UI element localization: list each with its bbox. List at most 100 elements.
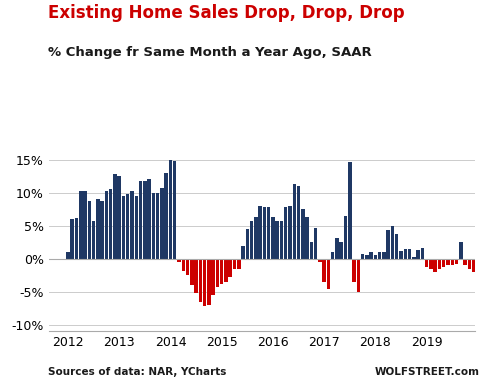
Bar (143, 181, 146, 259)
Bar (202, 259, 206, 306)
Bar (284, 207, 287, 259)
Bar (467, 259, 470, 269)
Bar (458, 242, 462, 259)
Bar (386, 231, 389, 259)
Bar (160, 187, 163, 259)
Bar (215, 259, 219, 287)
Bar (334, 238, 338, 259)
Bar (185, 259, 189, 275)
Bar (428, 259, 432, 269)
Bar (454, 259, 457, 264)
Bar (330, 251, 334, 259)
Bar (173, 161, 176, 259)
Bar (168, 160, 172, 259)
Bar (479, 259, 483, 280)
Bar (70, 219, 74, 259)
Bar (83, 191, 87, 259)
Bar (138, 181, 142, 259)
Bar (164, 173, 167, 259)
Bar (224, 259, 227, 282)
Bar (194, 259, 197, 293)
Bar (407, 249, 410, 259)
Bar (266, 207, 270, 259)
Bar (343, 216, 347, 259)
Bar (219, 259, 223, 284)
Bar (390, 226, 393, 259)
Bar (309, 242, 313, 259)
Text: WOLFSTREET.com: WOLFSTREET.com (375, 367, 479, 377)
Bar (241, 246, 244, 259)
Bar (356, 259, 359, 292)
Bar (96, 199, 99, 259)
Bar (445, 259, 449, 266)
Bar (420, 248, 423, 259)
Bar (326, 259, 330, 288)
Bar (211, 259, 214, 295)
Bar (301, 209, 304, 259)
Bar (271, 217, 274, 259)
Bar (364, 255, 368, 259)
Bar (287, 206, 291, 259)
Bar (322, 259, 325, 282)
Bar (313, 229, 317, 259)
Bar (360, 253, 363, 259)
Bar (462, 259, 466, 266)
Bar (237, 259, 240, 269)
Bar (411, 257, 415, 259)
Bar (117, 176, 121, 259)
Bar (348, 162, 351, 259)
Bar (475, 259, 479, 275)
Bar (147, 179, 151, 259)
Text: Sources of data: NAR, YCharts: Sources of data: NAR, YCharts (48, 367, 227, 377)
Bar (381, 251, 385, 259)
Bar (471, 259, 474, 272)
Bar (177, 259, 181, 262)
Bar (450, 259, 453, 266)
Bar (339, 242, 342, 259)
Bar (245, 229, 248, 259)
Bar (275, 221, 278, 259)
Bar (151, 193, 155, 259)
Bar (88, 201, 91, 259)
Bar (105, 191, 108, 259)
Bar (254, 217, 257, 259)
Bar (126, 194, 129, 259)
Text: % Change fr Same Month a Year Ago, SAAR: % Change fr Same Month a Year Ago, SAAR (48, 46, 372, 59)
Bar (433, 259, 436, 272)
Bar (441, 259, 444, 267)
Bar (190, 259, 193, 285)
Bar (113, 174, 117, 259)
Bar (198, 259, 202, 302)
Bar (249, 221, 253, 259)
Bar (262, 207, 266, 259)
Bar (155, 193, 159, 259)
Bar (398, 251, 402, 259)
Bar (351, 259, 355, 282)
Bar (318, 259, 321, 262)
Bar (415, 250, 419, 259)
Bar (305, 216, 308, 259)
Text: Existing Home Sales Drop, Drop, Drop: Existing Home Sales Drop, Drop, Drop (48, 4, 404, 22)
Bar (403, 249, 406, 259)
Bar (279, 221, 283, 259)
Bar (296, 186, 300, 259)
Bar (79, 192, 82, 259)
Bar (232, 259, 236, 269)
Bar (121, 196, 125, 259)
Bar (437, 259, 440, 269)
Bar (424, 259, 427, 267)
Bar (258, 206, 261, 259)
Bar (130, 192, 134, 259)
Bar (134, 196, 138, 259)
Bar (292, 184, 295, 259)
Bar (394, 234, 398, 259)
Bar (207, 259, 210, 305)
Bar (109, 189, 112, 259)
Bar (100, 202, 104, 259)
Bar (369, 252, 372, 259)
Bar (91, 221, 95, 259)
Bar (66, 251, 70, 259)
Bar (377, 252, 380, 259)
Bar (228, 259, 231, 277)
Bar (75, 218, 78, 259)
